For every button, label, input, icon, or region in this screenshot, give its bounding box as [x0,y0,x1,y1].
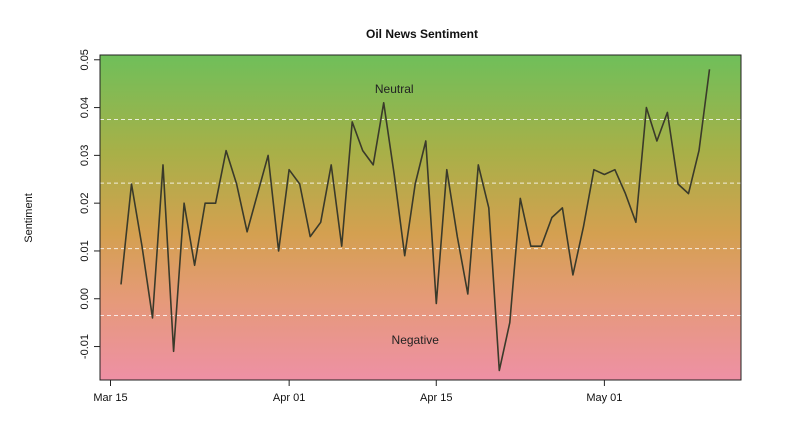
chart-title: Oil News Sentiment [366,27,478,41]
plot-frame [99,54,742,381]
y-tick-label: 0.05 [79,49,91,70]
y-tick-label: 0.01 [79,240,91,261]
y-axis-label: Sentiment [23,193,35,243]
x-axis: Mar 15 Apr 01 Apr 15 May 01 [93,380,622,404]
annotation-label: Neutral [375,82,414,96]
x-tick-label: Apr 15 [420,392,452,404]
y-tick-label: 0.02 [79,192,91,213]
y-axis: -0.01 0.00 0.01 0.02 0.03 0.04 0.05 [79,49,100,359]
x-tick-label: May 01 [586,392,622,404]
annotation-label: Negative [392,333,440,347]
series-group [120,69,711,372]
x-tick-label: Apr 01 [273,392,305,404]
plot-background [100,55,741,380]
sentiment-line [120,69,711,372]
annotations: Neutral Negative [375,82,439,347]
y-tick-label: 0.03 [79,145,91,166]
y-tick-label: 0.00 [79,288,91,309]
y-tick-label: 0.04 [79,97,91,118]
reference-lines [100,119,741,316]
x-tick-label: Mar 15 [93,392,127,404]
y-tick-label: -0.01 [79,334,91,359]
